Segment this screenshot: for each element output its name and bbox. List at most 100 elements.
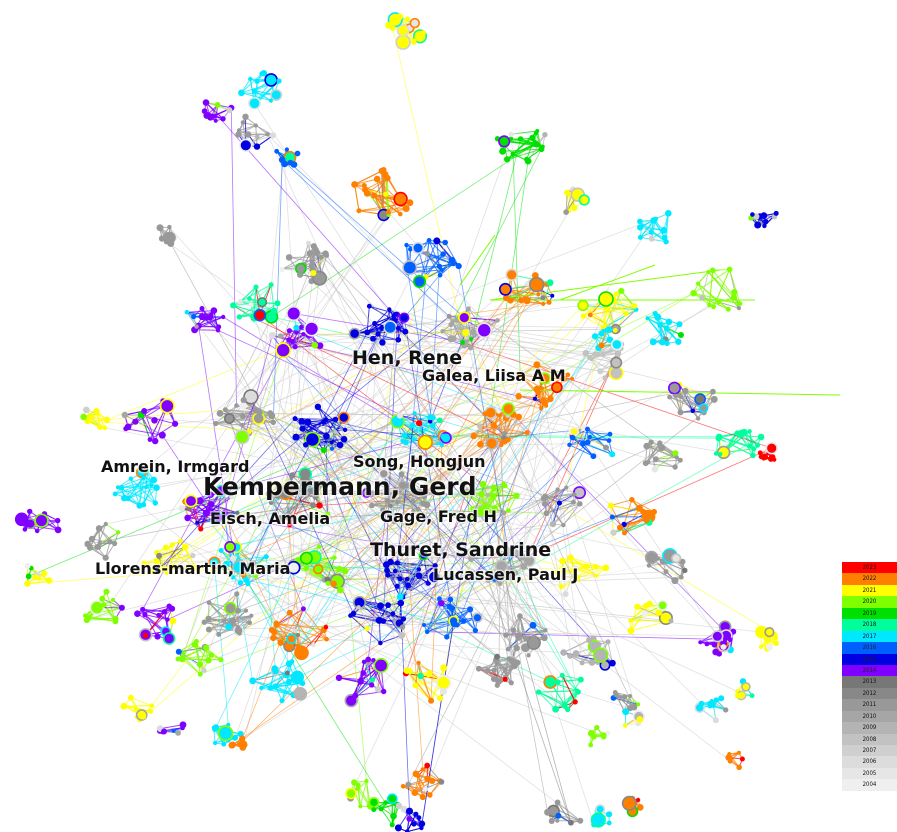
network-node [540,144,545,149]
network-node [540,295,546,301]
network-edge [358,487,567,608]
network-edge [239,286,257,303]
network-node [672,450,679,457]
network-node [275,513,286,524]
network-node [433,237,441,245]
network-edge [296,332,450,607]
network-node [391,518,398,524]
network-node [665,210,672,217]
network-node [427,570,442,584]
network-node [378,468,390,480]
network-node [523,297,531,305]
network-edge [237,615,252,628]
network-node [286,328,292,334]
network-node [423,501,431,509]
network-edge [402,485,424,770]
network-node [384,567,390,574]
network-edge [144,614,168,621]
network-node [152,437,159,445]
network-edge [186,311,212,316]
network-edge [561,675,566,704]
network-node [303,321,320,337]
network-node [713,451,719,456]
network-edge [106,346,288,421]
network-node [405,582,411,589]
network-node [257,297,268,308]
network-edge [386,564,562,577]
network-edge [565,192,568,213]
network-node [646,563,652,568]
network-node [530,634,536,640]
network-node [270,89,283,102]
network-node [203,112,211,119]
network-node [415,506,421,512]
network-edge [180,540,384,622]
network-node [657,599,669,611]
network-node [253,574,259,579]
network-node [384,497,391,504]
network-node [286,305,302,322]
network-node [517,613,523,619]
network-edge [277,495,451,600]
network-node [467,344,474,351]
network-node [295,632,300,638]
network-node [25,573,32,580]
network-node [199,306,205,311]
network-node [112,540,118,547]
network-edge [541,388,574,572]
network-edge [354,170,382,185]
network-node [24,523,29,528]
network-edge [382,284,538,511]
network-edge [565,487,640,717]
network-node [678,332,684,338]
network-edge [130,478,140,506]
network-node [207,501,215,508]
network-node [472,627,478,634]
network-node [447,335,455,343]
network-node [541,301,546,306]
network-node [378,640,383,646]
network-node [332,555,337,560]
network-edge [393,419,613,664]
network-node [141,408,148,414]
network-edge [511,274,551,284]
network-node [737,433,743,438]
network-edge [335,327,382,420]
network-node [550,293,555,298]
network-node [297,271,304,278]
network-node [198,313,206,321]
network-node [158,566,165,572]
network-node [361,183,367,188]
network-edge [403,317,500,415]
network-node [274,492,281,499]
network-node [286,609,293,616]
network-edge [499,576,682,584]
network-node [648,229,654,235]
network-edge [319,500,393,506]
network-node [248,96,262,110]
network-node [558,584,564,590]
network-node [427,414,434,421]
network-edge [563,639,590,654]
network-edge [472,331,557,573]
network-node [508,551,514,557]
network-node [234,429,250,445]
network-node [665,318,673,326]
network-node [156,612,161,618]
network-node [36,575,42,581]
network-node [618,287,625,294]
network-edge [359,780,367,807]
network-node [436,417,443,424]
network-node [167,224,172,230]
network-node [298,418,306,425]
network-edge [397,297,507,422]
network-edge [242,424,424,505]
network-edge [396,508,495,587]
network-node [664,340,670,346]
network-node [350,610,357,617]
network-edge [171,513,484,568]
network-node [383,191,389,197]
network-node [289,472,296,479]
network-node [469,337,474,342]
network-node [274,300,281,307]
